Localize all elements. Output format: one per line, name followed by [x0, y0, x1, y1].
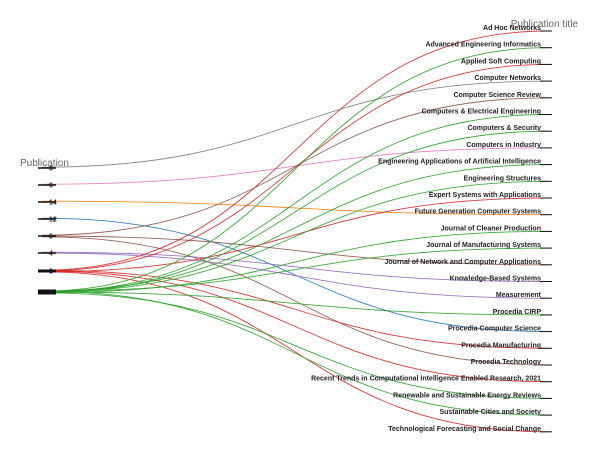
right-label-3: Applied Soft Computing	[461, 58, 541, 65]
link-2-to-21	[41, 230, 549, 294]
link-14-to-3	[41, 200, 549, 216]
left-label-3: 3	[49, 269, 53, 276]
right-label-23: Renewable and Sustainable Energy Reviews	[393, 392, 541, 399]
link-2-to-17	[41, 114, 549, 293]
link-5-to-6	[41, 235, 549, 266]
right-label-5: Computer Science Review	[453, 92, 541, 99]
link-2-to-20	[41, 180, 549, 293]
link-2-to-16	[41, 47, 549, 292]
right-label-6: Computers & Electrical Engineering	[422, 109, 541, 116]
right-label-14: Journal of Manufacturing Systems	[426, 242, 541, 249]
right-label-7: Computers & Security	[467, 125, 541, 132]
link-5-to-7	[41, 236, 549, 366]
right-label-22: Recent Trends in Computational Intellige…	[311, 376, 541, 383]
link-2-to-23	[41, 291, 549, 316]
right-label-2: Advanced Engineering Informatics	[425, 42, 541, 49]
right-label-18: Procedia CIRP	[493, 309, 542, 316]
link-4-to-9	[41, 252, 549, 299]
link-2-to-22	[41, 247, 549, 292]
right-axis: Ad Hoc Networks Advanced Engineering Info…	[311, 25, 552, 433]
right-label-8: Computers in Industry	[466, 142, 541, 149]
left-label-5: 5	[49, 234, 53, 241]
right-label-25: Technological Forecasting and Social Cha…	[388, 426, 541, 433]
left-label-2: 2	[49, 290, 53, 297]
link-3-to-10	[41, 30, 549, 271]
left-label-6: 6	[49, 183, 53, 190]
right-label-15: Journal of Network and Computer Applicat…	[385, 259, 542, 266]
link-4-to-8	[41, 251, 549, 282]
left-axis: 8 6 14 12 5 4 3 2	[38, 166, 57, 297]
right-label-13: Journal of Cleaner Production	[441, 225, 541, 232]
right-label-4: Computer Networks	[474, 75, 541, 82]
link-3-to-13	[41, 269, 549, 349]
link-3-to-12	[41, 197, 549, 273]
right-label-20: Procedia Manufacturing	[461, 342, 541, 349]
left-label-4: 4	[49, 251, 53, 258]
links-layer	[41, 30, 549, 433]
link-3-to-14	[41, 270, 549, 383]
right-label-17: Measurement	[496, 292, 542, 299]
left-label-8: 8	[49, 166, 53, 173]
link-2-to-25	[41, 290, 549, 416]
right-label-12: Future Generation Computer Systems	[415, 209, 542, 216]
right-label-24: Sustainable Cities and Society	[439, 409, 541, 416]
right-label-9: Engineering Applications of Artificial I…	[378, 159, 541, 166]
right-axis-title: Publication title	[511, 19, 579, 30]
left-label-14: 14	[49, 200, 57, 207]
right-label-21: Procedia Technology	[471, 359, 541, 366]
left-label-12: 12	[49, 217, 57, 224]
link-5-to-5	[41, 97, 549, 236]
right-label-1: Ad Hoc Networks	[483, 25, 541, 32]
link-12-to-4	[41, 217, 549, 333]
right-label-10: Engineering Structures	[464, 175, 542, 182]
left-axis-title: Publication	[20, 158, 69, 169]
link-3-to-15	[41, 271, 549, 433]
right-label-11: Expert Systems with Applications	[429, 192, 541, 199]
link-2-to-19	[41, 164, 549, 292]
link-3-to-11	[41, 63, 549, 272]
right-label-19: Procedia Computer Science	[448, 326, 541, 333]
link-8-to-1	[41, 80, 549, 168]
right-label-16: Knowledge-Based Systems	[450, 276, 542, 283]
link-2-to-24	[41, 292, 549, 399]
